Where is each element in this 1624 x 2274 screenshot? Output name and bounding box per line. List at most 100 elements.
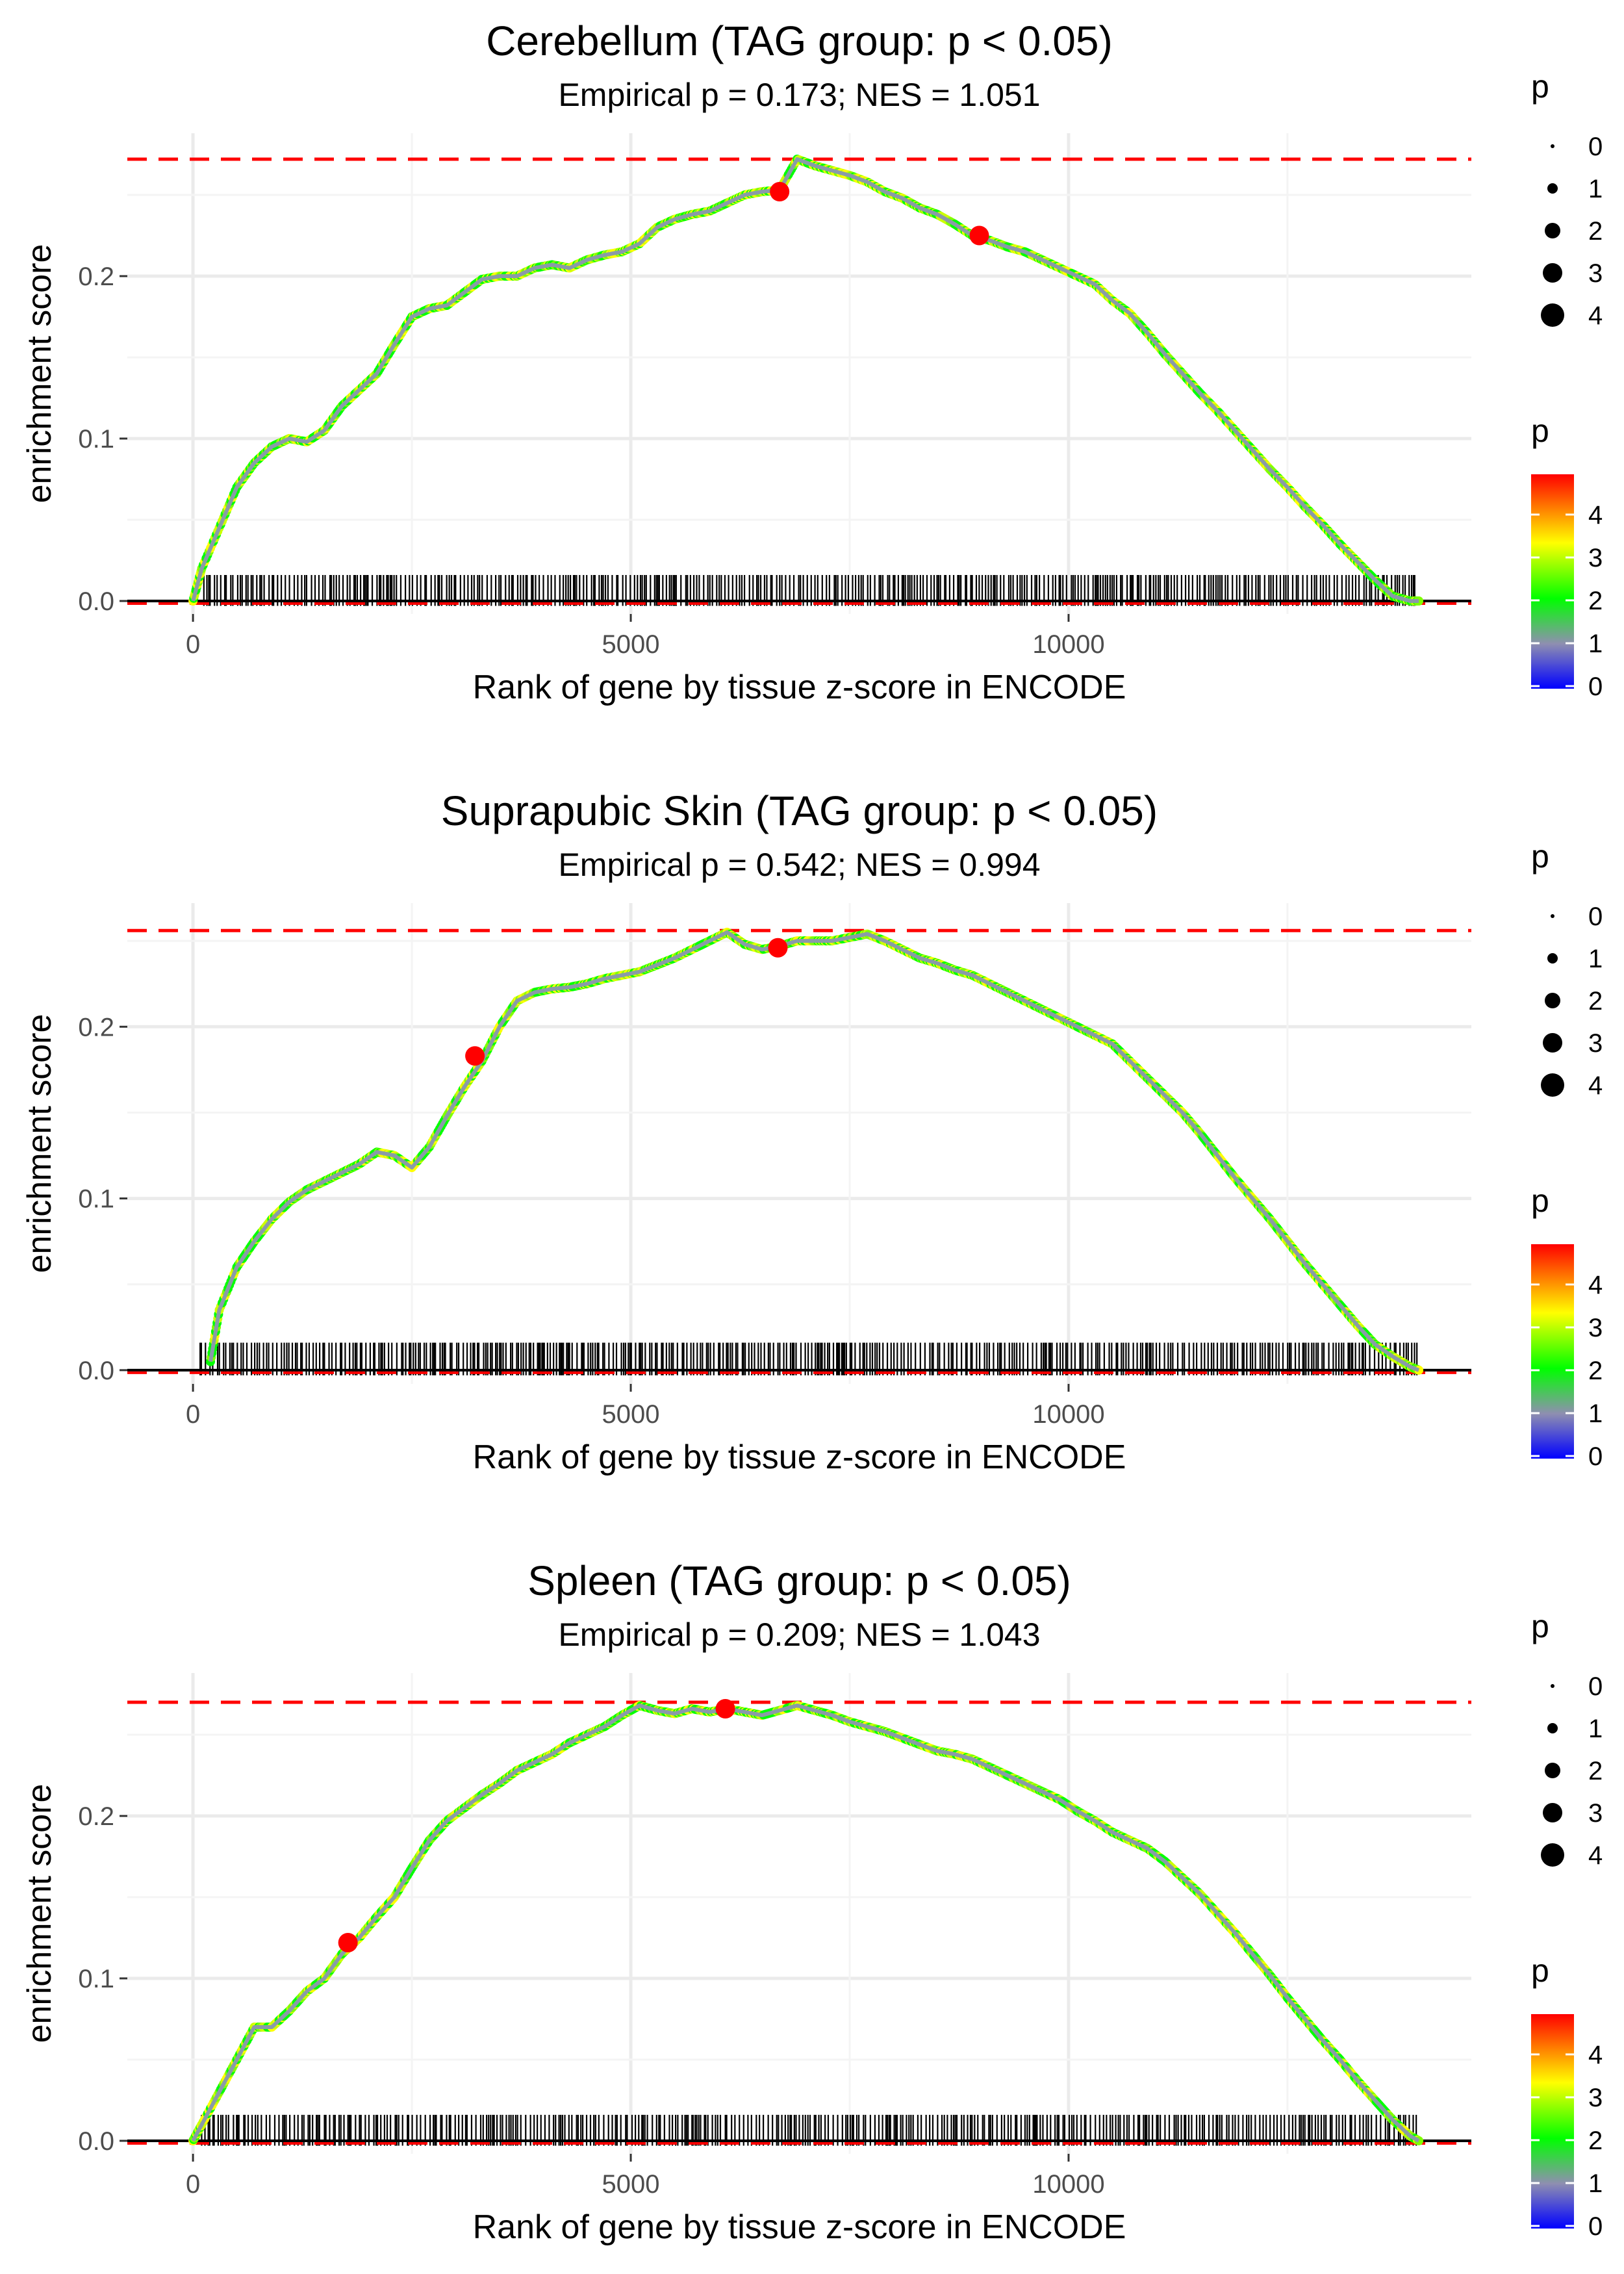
y-tick-label: 0.1 — [78, 425, 114, 454]
highlight-point — [969, 225, 989, 246]
colorbar — [1531, 474, 1574, 689]
es-points — [188, 155, 1424, 606]
es-curve — [191, 1704, 1420, 2143]
size-legend-label: 4 — [1588, 1071, 1603, 1100]
y-tick-label: 0.2 — [78, 1802, 114, 1831]
chart-title: Spleen (TAG group: p < 0.05) — [527, 1557, 1071, 1604]
figure: Cerebellum (TAG group: p < 0.05) Empirica… — [21, 18, 1603, 2246]
y-tick-label: 0.0 — [78, 587, 114, 616]
es-point — [1414, 596, 1424, 606]
size-legend-title: p — [1531, 68, 1549, 105]
colorbar-label: 2 — [1588, 1357, 1603, 1385]
size-legend-dot — [1551, 914, 1554, 918]
x-tick-label: 10000 — [1032, 630, 1104, 659]
chart-subtitle: Empirical p = 0.209; NES = 1.043 — [558, 1616, 1040, 1653]
grid — [127, 1673, 1471, 2154]
size-legend-label: 0 — [1588, 1672, 1603, 1701]
size-legend-dot — [1551, 144, 1554, 148]
y-tick-label: 0.2 — [78, 1013, 114, 1041]
size-legend-label: 1 — [1588, 175, 1603, 203]
size-legend-dot — [1545, 223, 1560, 238]
panel-2: Suprapubic Skin (TAG group: p < 0.05) Emp… — [21, 787, 1603, 1476]
size-legend-label: 1 — [1588, 1715, 1603, 1743]
size-legend-dot — [1547, 1723, 1558, 1733]
legend: p 0 1 2 3 4 p 0 1 2 3 4 — [1531, 838, 1603, 1471]
x-tick-label: 0 — [186, 630, 200, 659]
highlight-point — [338, 1933, 358, 1952]
colorbar-label: 1 — [1588, 630, 1603, 658]
chart-title: Cerebellum (TAG group: p < 0.05) — [486, 18, 1113, 64]
y-tick-label: 0.1 — [78, 1185, 114, 1214]
legend: p 0 1 2 3 4 p 0 1 2 3 4 — [1531, 1608, 1603, 2241]
chart-subtitle: Empirical p = 0.542; NES = 0.994 — [558, 847, 1040, 883]
size-legend-label: 3 — [1588, 1799, 1603, 1828]
colorbar-label: 0 — [1588, 1442, 1603, 1471]
x-tick-label: 5000 — [602, 1400, 660, 1429]
size-legend-dot — [1543, 263, 1562, 283]
y-tick-label: 0.0 — [78, 1357, 114, 1385]
colorbar-label: 1 — [1588, 2169, 1603, 2198]
size-legend-label: 1 — [1588, 945, 1603, 973]
panel-3: Spleen (TAG group: p < 0.05) Empirical p … — [21, 1557, 1603, 2246]
y-tick-label: 0.2 — [78, 262, 114, 291]
colorbar-label: 0 — [1588, 2212, 1603, 2241]
size-legend-label: 2 — [1588, 1757, 1603, 1785]
colorbar-label: 0 — [1588, 672, 1603, 701]
size-legend-dot — [1541, 303, 1564, 327]
color-legend-title: p — [1531, 1952, 1549, 1989]
y-axis-label: enrichment score — [21, 244, 58, 504]
highlight-point — [465, 1046, 485, 1066]
es-curve — [191, 157, 1419, 603]
colorbar-label: 3 — [1588, 2084, 1603, 2112]
grid — [127, 133, 1471, 614]
size-legend-dot — [1541, 1073, 1564, 1097]
x-axis-label: Rank of gene by tissue z-score in ENCODE — [473, 2208, 1126, 2246]
colorbar-label: 4 — [1588, 501, 1603, 530]
color-legend-title: p — [1531, 1182, 1549, 1219]
size-legend-dot — [1547, 183, 1558, 194]
size-legend-dot — [1543, 1033, 1562, 1053]
size-legend-label: 2 — [1588, 217, 1603, 246]
x-tick-label: 10000 — [1032, 1400, 1104, 1429]
colorbar-label: 4 — [1588, 2041, 1603, 2069]
legend: p 0 1 2 3 4 p 0 1 2 3 4 — [1531, 68, 1603, 701]
size-legend-label: 0 — [1588, 902, 1603, 931]
y-axis-label: enrichment score — [21, 1784, 58, 2043]
x-tick-label: 5000 — [602, 630, 660, 659]
size-legend-title: p — [1531, 1608, 1549, 1644]
color-legend-title: p — [1531, 413, 1549, 449]
size-legend-label: 3 — [1588, 259, 1603, 288]
size-legend-dot — [1551, 1684, 1554, 1688]
es-points — [206, 927, 1424, 1375]
size-legend-dot — [1545, 993, 1560, 1008]
size-legend-dot — [1543, 1803, 1562, 1822]
x-tick-label: 0 — [186, 1400, 200, 1429]
chart-title: Suprapubic Skin (TAG group: p < 0.05) — [441, 787, 1158, 834]
x-tick-label: 10000 — [1032, 2170, 1104, 2199]
colorbar-label: 2 — [1588, 2127, 1603, 2155]
size-legend-label: 4 — [1588, 1841, 1603, 1870]
size-legend-label: 0 — [1588, 133, 1603, 161]
x-axis-label: Rank of gene by tissue z-score in ENCODE — [473, 1438, 1126, 1476]
x-axis-label: Rank of gene by tissue z-score in ENCODE — [473, 669, 1126, 706]
size-legend-label: 2 — [1588, 987, 1603, 1016]
y-axis-label: enrichment score — [21, 1014, 58, 1273]
size-legend-dot — [1545, 1763, 1560, 1778]
colorbar — [1531, 2014, 1574, 2229]
chart-subtitle: Empirical p = 0.173; NES = 1.051 — [558, 77, 1040, 113]
colorbar-label: 1 — [1588, 1399, 1603, 1428]
y-tick-label: 0.1 — [78, 1965, 114, 1993]
colorbar — [1531, 1244, 1574, 1459]
colorbar-label: 2 — [1588, 587, 1603, 615]
colorbar-label: 3 — [1588, 544, 1603, 572]
x-tick-label: 0 — [186, 2170, 200, 2199]
size-legend-dot — [1541, 1843, 1564, 1867]
colorbar-label: 4 — [1588, 1271, 1603, 1299]
panel-1: Cerebellum (TAG group: p < 0.05) Empirica… — [21, 18, 1603, 706]
x-tick-label: 5000 — [602, 2170, 660, 2199]
es-curve — [209, 930, 1420, 1372]
size-legend-label: 3 — [1588, 1029, 1603, 1058]
size-legend-title: p — [1531, 838, 1549, 875]
colorbar-label: 3 — [1588, 1314, 1603, 1342]
